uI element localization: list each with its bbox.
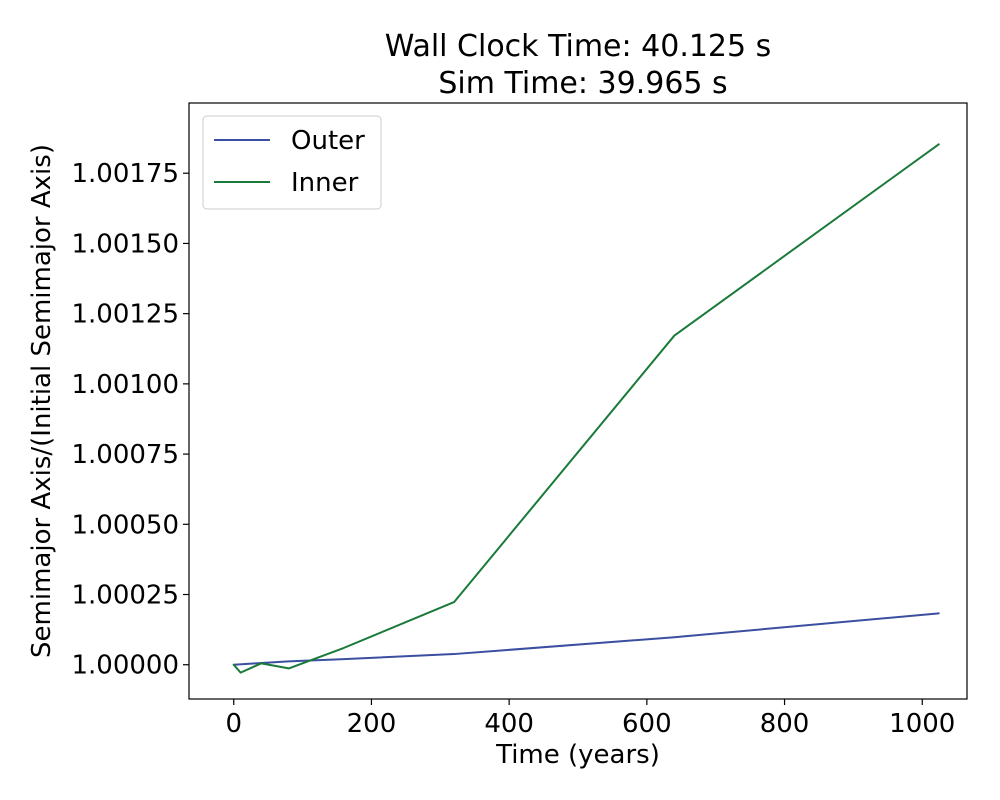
y-tick-label: 1.00125 <box>71 300 179 330</box>
legend: Outer Inner <box>202 115 382 210</box>
x-tick-label: 200 <box>347 709 397 739</box>
y-tick-label: 1.00175 <box>71 159 179 189</box>
y-tick-label: 1.00000 <box>71 651 179 681</box>
x-tick-label: 0 <box>225 709 242 739</box>
plot-frame <box>188 102 968 700</box>
chart-title-line-1: Wall Clock Time: 40.125 s <box>385 29 772 64</box>
y-tick-label: 1.00050 <box>71 510 179 540</box>
x-axis-ticks: 0 200 400 600 800 1000 <box>225 699 955 739</box>
x-tick-label: 800 <box>760 709 810 739</box>
y-axis-label: Semimajor Axis/(Initial Semimajor Axis) <box>27 144 57 658</box>
y-tick-label: 1.00025 <box>71 581 179 611</box>
x-tick-label: 1000 <box>889 709 955 739</box>
chart-title-line-2: Sim Time: 39.965 s <box>438 66 727 101</box>
legend-label-outer: Outer <box>291 126 365 156</box>
y-tick-label: 1.00150 <box>71 229 179 259</box>
x-tick-label: 400 <box>484 709 534 739</box>
y-tick-label: 1.00075 <box>71 440 179 470</box>
x-axis-label: Time (years) <box>495 740 660 770</box>
series-line-inner <box>232 143 940 674</box>
y-tick-label: 1.00100 <box>71 370 179 400</box>
x-tick-label: 600 <box>622 709 672 739</box>
legend-label-inner: Inner <box>291 168 359 198</box>
series-group <box>232 143 940 674</box>
y-axis-ticks: 1.00000 1.00025 1.00050 1.00075 1.00100 1.001… <box>71 159 189 681</box>
